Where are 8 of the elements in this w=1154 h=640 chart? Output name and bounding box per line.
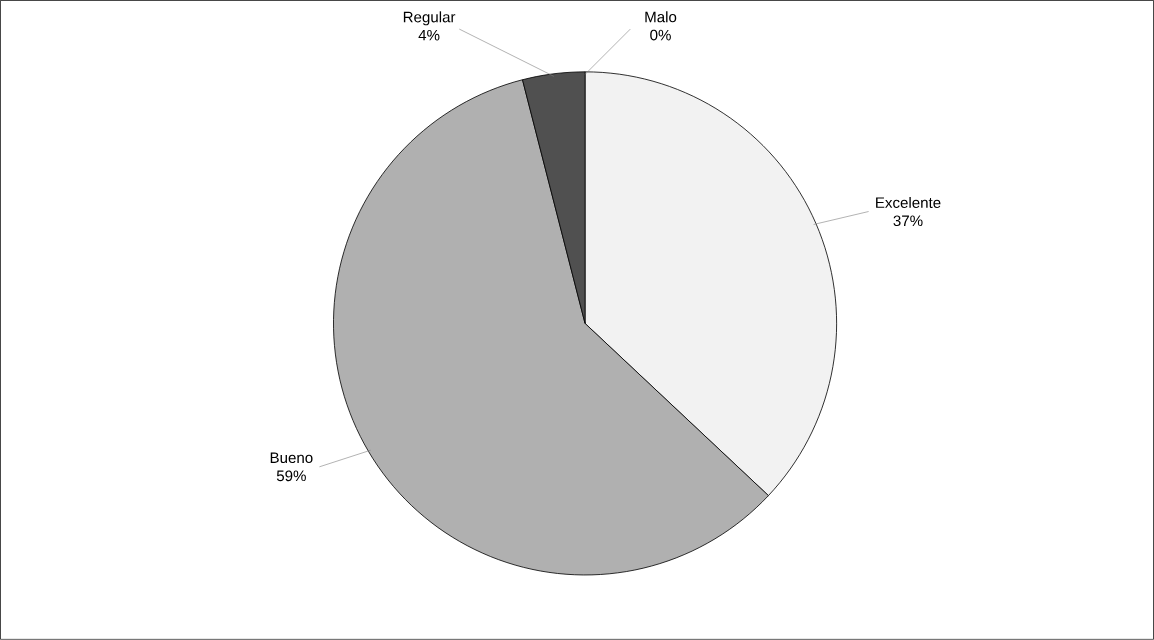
text: 0% xyxy=(650,29,671,41)
slice-label: Bueno xyxy=(270,452,313,464)
slice-label: Regular xyxy=(403,11,456,26)
category-label: Malo xyxy=(645,11,677,23)
data-label: 4% xyxy=(418,30,440,41)
data-label: 59% xyxy=(276,470,306,482)
slice-label: Excelente xyxy=(876,197,941,209)
data-label: 37% xyxy=(893,215,923,227)
